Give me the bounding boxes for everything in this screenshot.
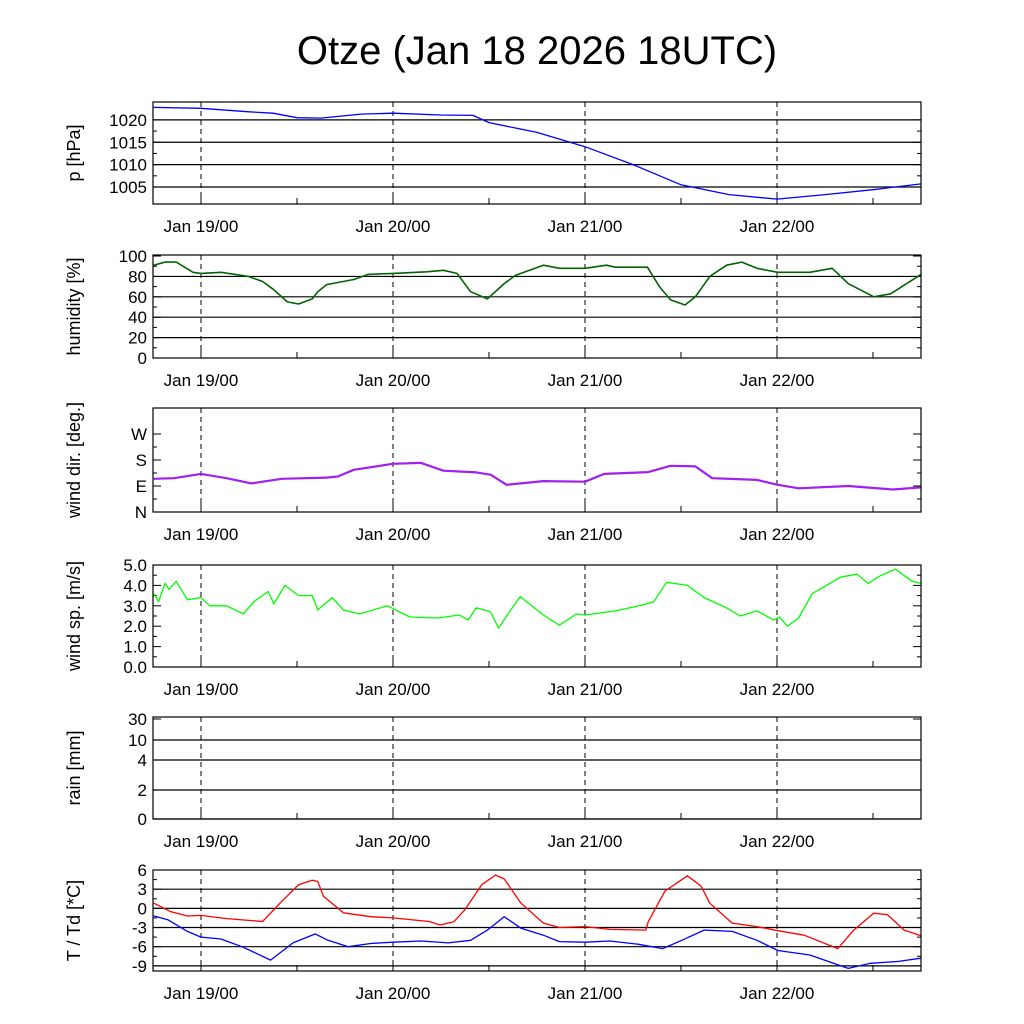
x-tick-label: Jan 20/00: [356, 525, 431, 544]
y-tick-label: N: [135, 503, 147, 522]
x-tick-label: Jan 19/00: [164, 680, 239, 699]
y-tick-label: 20: [128, 329, 147, 348]
x-tick-label: Jan 21/00: [548, 984, 623, 1003]
y-tick-label: 0: [138, 899, 147, 918]
panel-frame-wind_speed: [152, 564, 922, 668]
y-tick-label: E: [136, 477, 147, 496]
y-tick-label: 1005: [109, 178, 147, 197]
x-tick-label: Jan 20/00: [356, 832, 431, 851]
x-tick-label: Jan 21/00: [548, 832, 623, 851]
y-tick-label: 1015: [109, 133, 147, 152]
y-tick-label: 0.0: [123, 658, 147, 677]
y-tick-label: -6: [132, 938, 147, 957]
x-tick-label: Jan 19/00: [164, 832, 239, 851]
x-tick-label: Jan 22/00: [740, 832, 815, 851]
y-tick-label: W: [131, 425, 147, 444]
x-tick-label: Jan 19/00: [164, 984, 239, 1003]
y-tick-label: 1020: [109, 111, 147, 130]
y-tick-label: 0: [138, 810, 147, 829]
x-tick-label: Jan 19/00: [164, 371, 239, 390]
x-tick-label: Jan 22/00: [740, 217, 815, 236]
y-tick-label: 6: [138, 861, 147, 880]
y-tick-label: 3: [138, 880, 147, 899]
y-tick-label: -3: [132, 919, 147, 938]
x-tick-label: Jan 21/00: [548, 525, 623, 544]
y-axis-label: T / Td [*C]: [64, 880, 84, 961]
panel-frame-humidity: [152, 254, 922, 359]
series-line-wind-speed: [153, 568, 922, 629]
panel-frame-wind_direction: [152, 407, 922, 513]
x-tick-label: Jan 22/00: [740, 371, 815, 390]
y-tick-label: 0: [138, 349, 147, 368]
series-line-td: [153, 915, 922, 970]
x-tick-label: Jan 19/00: [164, 217, 239, 236]
series-line-pressure: [152, 106, 922, 200]
panel-frame-temperature: [152, 869, 922, 972]
y-tick-label: 4: [138, 751, 147, 770]
y-tick-label: 10: [128, 731, 147, 750]
x-tick-label: Jan 21/00: [548, 217, 623, 236]
y-axis-label: rain [mm]: [64, 730, 84, 805]
y-tick-label: 4.0: [123, 576, 147, 595]
series-line-t: [153, 874, 922, 950]
y-tick-label: S: [136, 451, 147, 470]
x-tick-label: Jan 20/00: [356, 984, 431, 1003]
x-tick-label: Jan 22/00: [740, 680, 815, 699]
series-line-humidity: [153, 261, 922, 306]
y-tick-label: 30: [128, 710, 147, 729]
chart-title: Otze (Jan 18 2026 18UTC): [297, 29, 777, 73]
y-tick-label: 2.0: [123, 617, 147, 636]
panel-frame-rain: [152, 716, 922, 820]
y-axis-label: wind sp. [m/s]: [64, 561, 84, 672]
y-tick-label: -9: [132, 957, 147, 976]
x-tick-label: Jan 20/00: [356, 217, 431, 236]
y-tick-label: 80: [128, 267, 147, 286]
x-tick-label: Jan 20/00: [356, 680, 431, 699]
y-axis-label: p [hPa]: [64, 124, 84, 181]
y-tick-label: 60: [128, 288, 147, 307]
panel-frame-pressure: [152, 101, 922, 205]
x-tick-label: Jan 21/00: [548, 371, 623, 390]
y-tick-label: 100: [119, 247, 147, 266]
x-tick-label: Jan 22/00: [740, 984, 815, 1003]
y-tick-label: 1.0: [123, 638, 147, 657]
x-tick-label: Jan 20/00: [356, 371, 431, 390]
y-tick-label: 3.0: [123, 597, 147, 616]
y-axis-label: humidity [%]: [64, 257, 84, 355]
series-line-wind-direction: [153, 461, 922, 491]
y-tick-label: 40: [128, 308, 147, 327]
y-tick-label: 2: [138, 781, 147, 800]
y-tick-label: 5.0: [123, 556, 147, 575]
x-tick-label: Jan 21/00: [548, 680, 623, 699]
x-tick-label: Jan 22/00: [740, 525, 815, 544]
y-axis-label: wind dir. [deg.]: [64, 402, 84, 519]
x-tick-label: Jan 19/00: [164, 525, 239, 544]
y-tick-label: 1010: [109, 156, 147, 175]
